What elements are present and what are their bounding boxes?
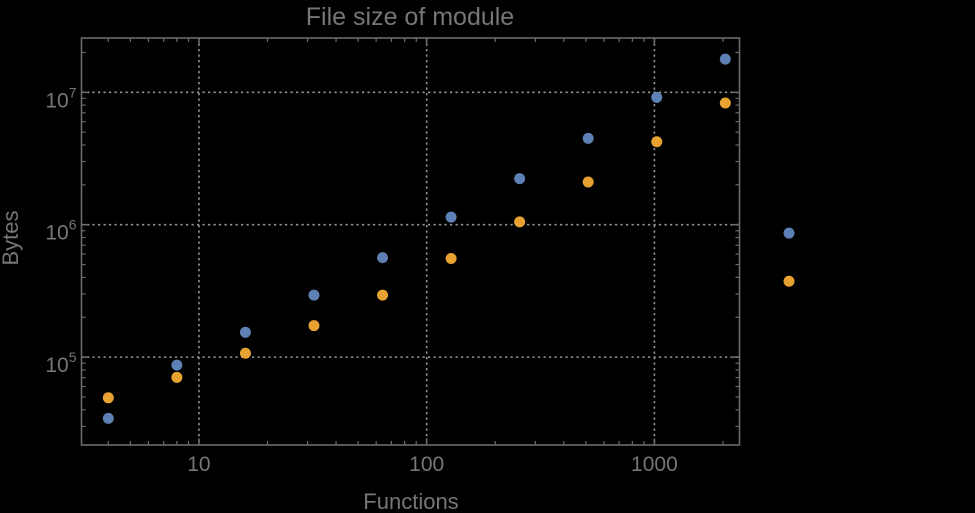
orange-point — [719, 97, 731, 109]
blue-point — [514, 173, 526, 185]
x-tick-label: 10 — [187, 453, 210, 476]
blue-point — [651, 91, 663, 103]
orange-point — [377, 289, 389, 301]
tick-marks — [81, 38, 740, 445]
blue-point — [308, 289, 320, 301]
data-points — [102, 53, 795, 424]
orange-point — [514, 216, 526, 228]
orange-point — [102, 392, 114, 404]
orange-point — [582, 176, 594, 188]
tick-labels: 10 100 1000 105 106 107 — [45, 84, 677, 476]
y-tick-label: 107 — [45, 84, 76, 112]
gridlines — [81, 38, 740, 445]
orange-point — [445, 252, 457, 264]
blue-point — [719, 53, 731, 65]
orange-point — [239, 347, 251, 359]
y-tick-label: 106 — [45, 217, 76, 245]
blue-point — [783, 227, 795, 239]
x-axis-label: Functions — [363, 489, 459, 513]
blue-point — [377, 252, 389, 264]
orange-point — [308, 320, 320, 332]
blue-point — [445, 211, 457, 223]
blue-point — [239, 326, 251, 338]
orange-point — [651, 136, 663, 148]
orange-point — [783, 275, 795, 287]
blue-point — [102, 412, 114, 424]
x-tick-label: 100 — [409, 453, 444, 476]
y-tick-label: 105 — [45, 349, 76, 377]
x-tick-label: 1000 — [631, 453, 678, 476]
y-axis-label: Bytes — [0, 210, 23, 266]
blue-point — [171, 359, 183, 371]
plot-frame — [80, 37, 741, 446]
chart-title: File size of module — [305, 3, 515, 31]
blue-point — [582, 132, 594, 144]
orange-point — [171, 371, 183, 383]
frame-rect — [80, 37, 741, 446]
